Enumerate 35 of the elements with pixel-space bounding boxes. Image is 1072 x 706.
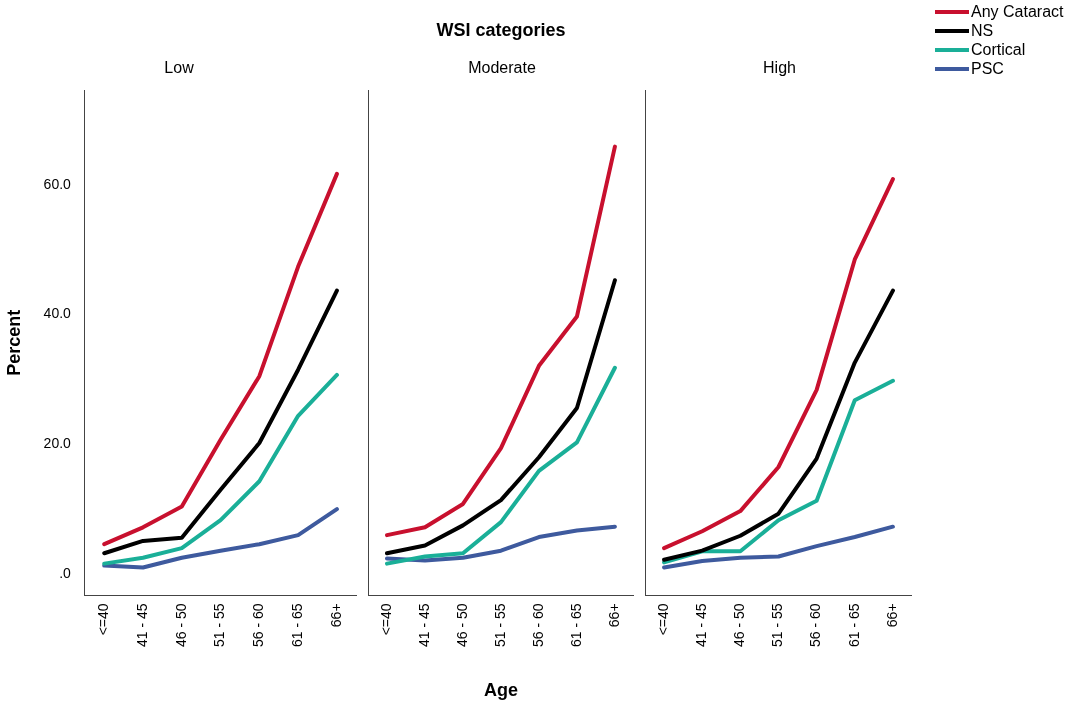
x-tick-label: 61 - 65 <box>288 603 305 648</box>
x-tick-label: 41 - 45 <box>415 603 432 648</box>
x-axis-title: Age <box>483 680 519 701</box>
x-tick-label: 66+ <box>327 603 344 628</box>
x-tick-label: <=40 <box>377 603 394 636</box>
legend-label: Any Cataract <box>971 2 1064 21</box>
x-tick-label: <=40 <box>654 603 671 636</box>
x-tick-label: 61 - 65 <box>567 603 584 648</box>
x-tick-label: 66+ <box>883 603 900 628</box>
y-tick-label: .0 <box>59 564 72 581</box>
y-tick-label: 20.0 <box>43 435 72 452</box>
x-tick-label: 56 - 60 <box>529 603 546 648</box>
text: WSI categories <box>436 20 566 41</box>
y-axis-title: Percent <box>3 309 24 376</box>
x-tick-label: 66+ <box>605 603 622 628</box>
y-tick-label: 40.0 <box>43 305 72 322</box>
x-tick-label: 61 - 65 <box>845 603 862 648</box>
chart-title: Moderate <box>468 59 536 77</box>
legend-label: NS <box>971 21 994 40</box>
x-tick-label: 41 - 45 <box>133 603 150 648</box>
y-tick-label: 60.0 <box>43 175 72 192</box>
x-tick-label: 46 - 50 <box>731 603 748 648</box>
x-tick-label: <=40 <box>95 603 112 636</box>
x-tick-label: 51 - 55 <box>491 603 508 648</box>
x-tick-label: 41 - 45 <box>693 603 710 648</box>
x-tick-label: 51 - 55 <box>211 603 228 648</box>
x-tick-label: 46 - 50 <box>172 603 189 648</box>
chart-title: Low <box>164 59 195 77</box>
legend-label: PSC <box>971 59 1004 78</box>
x-tick-label: 46 - 50 <box>453 603 470 648</box>
x-tick-label: 56 - 60 <box>807 603 824 648</box>
x-tick-label: 56 - 60 <box>250 603 267 648</box>
chart-title: High <box>763 59 796 77</box>
legend-label: Cortical <box>971 40 1026 59</box>
x-tick-label: 51 - 55 <box>769 603 786 648</box>
